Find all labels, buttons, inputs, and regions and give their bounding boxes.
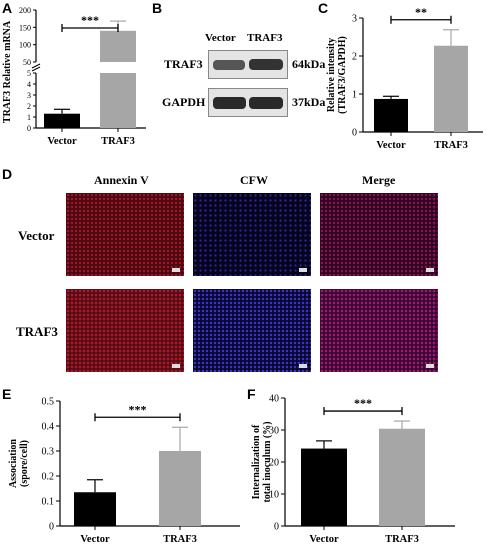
- panel-letter-f: F: [247, 386, 256, 402]
- panel-letter-d: D: [2, 166, 13, 182]
- chart-c-intensity: 0 1 2 3 Vector TRAF3 ** Relative intensity (TRAF…: [326, 5, 483, 151]
- y-tick-label: 0.2: [42, 472, 55, 483]
- scale-bar: [172, 364, 180, 368]
- significance-label: ***: [81, 13, 99, 27]
- x-tick-label: Vector: [376, 140, 406, 151]
- y-tick-label: 5: [27, 69, 31, 78]
- y-tick-label: 0: [27, 124, 31, 133]
- y-tick-label: 3: [352, 14, 357, 25]
- microscopy-header-annexin: Annexin V: [94, 173, 149, 187]
- y-tick-label: 2: [27, 102, 31, 111]
- axis-break-mark: [31, 63, 41, 69]
- y-tick-label: 0: [352, 128, 357, 139]
- y-tick-label: 200: [19, 6, 31, 15]
- y-tick-label: 30: [269, 426, 279, 437]
- x-tick-label: TRAF3: [163, 534, 197, 545]
- bar-vector: [374, 98, 408, 132]
- bar-vector: [301, 448, 347, 526]
- y-tick-label: 0.4: [42, 422, 55, 433]
- y-tick-label: 1: [352, 90, 357, 101]
- x-tick-label: TRAF3: [101, 136, 135, 147]
- y-tick-label: 50: [23, 58, 31, 67]
- y-axis-label: (TRAF3/GAPDH): [337, 36, 348, 114]
- x-tick-label: TRAF3: [385, 534, 419, 545]
- micro-vector-merge: [320, 193, 438, 276]
- y-tick-label: 0.3: [42, 447, 55, 458]
- wb-band-gapdh-vector: [213, 97, 246, 109]
- bar-traf3-lower: [100, 73, 136, 128]
- scale-bar: [426, 364, 434, 368]
- bar-vector: [74, 492, 116, 526]
- wb-band-gapdh-traf3: [249, 97, 283, 109]
- y-axis-label: Association: [8, 439, 19, 488]
- y-tick-label: 150: [19, 23, 31, 32]
- wb-row-traf3-label: TRAF3: [164, 57, 203, 71]
- wb-row-gapdh-label: GAPDH: [162, 95, 206, 109]
- micro-vector-annexin: [66, 193, 184, 276]
- scale-bar: [299, 364, 307, 368]
- microscopy-header-cfw: CFW: [240, 173, 268, 187]
- scale-bar: [299, 268, 307, 272]
- bar-traf3: [379, 428, 425, 526]
- y-tick-label: 10: [269, 490, 279, 501]
- y-axis-label: TRAF3 Relative mRNA: [2, 20, 13, 123]
- panel-letter-b: B: [152, 0, 163, 16]
- wb-blot-traf3: [208, 50, 288, 79]
- chart-a-mrna: 0 1 2 3 4 5 50 100 150 200 Vector TRAF3 *** TRAF3 Rel…: [2, 6, 146, 147]
- significance-label: ***: [129, 402, 147, 416]
- y-tick-label: 0: [274, 522, 279, 533]
- significance-label: ***: [354, 396, 372, 410]
- x-tick-label: Vector: [80, 534, 110, 545]
- y-tick-label: 0.5: [42, 397, 55, 408]
- y-tick-label: 100: [19, 41, 31, 50]
- wb-band-traf3-traf3: [249, 59, 283, 70]
- y-axis-label: total inoculum (%): [262, 421, 273, 502]
- significance-label: **: [415, 5, 427, 19]
- micro-traf3-merge: [320, 289, 438, 372]
- microscopy-header-merge: Merge: [362, 173, 396, 187]
- y-tick-label: 4: [27, 80, 31, 89]
- y-tick-label: 20: [269, 458, 279, 469]
- y-tick-label: 0.1: [42, 497, 55, 508]
- y-axis-label: (spore/cell): [19, 440, 30, 487]
- bar-traf3: [434, 45, 468, 132]
- microscopy-row-traf3: TRAF3: [16, 324, 58, 339]
- chart-e-association: 0 0.1 0.2 0.3 0.4 0.5 Vector TRAF3 *** Associatio…: [8, 397, 240, 545]
- chart-f-internalization: 0 10 20 30 40 Vector TRAF3 *** Internalization o…: [251, 394, 455, 545]
- wb-blot-gapdh: [208, 88, 288, 117]
- y-tick-label: 1: [27, 113, 31, 122]
- microscopy-row-vector: Vector: [18, 228, 55, 243]
- micro-vector-cfw: [193, 193, 311, 276]
- micro-traf3-cfw: [193, 289, 311, 372]
- wb-col-traf3: TRAF3: [247, 32, 283, 44]
- scale-bar: [426, 268, 434, 272]
- panel-letter-a: A: [2, 0, 13, 16]
- wb-row-gapdh-kda: 37kDa: [292, 95, 326, 109]
- x-tick-label: Vector: [47, 136, 77, 147]
- y-axis-label: Internalization of: [251, 424, 262, 499]
- y-tick-label: 3: [27, 91, 31, 100]
- wb-band-traf3-vector: [213, 60, 245, 70]
- wb-row-traf3-kda: 64kDa: [292, 57, 326, 71]
- y-tick-label: 40: [269, 394, 279, 405]
- panel-letter-c: C: [318, 0, 329, 16]
- y-axis-label: Relative intensity: [326, 38, 337, 112]
- y-tick-label: 0: [49, 522, 54, 533]
- scale-bar: [172, 268, 180, 272]
- panel-letter-e: E: [2, 386, 12, 402]
- x-tick-label: TRAF3: [434, 140, 468, 151]
- microscopy-panel: Annexin V CFW Merge Vector TRAF3: [0, 166, 500, 381]
- wb-col-vector: Vector: [205, 32, 236, 44]
- bar-vector: [44, 113, 80, 128]
- western-blot-panel: Vector TRAF3 TRAF3 64kDa GAPDH 37kDa: [150, 0, 325, 165]
- bar-traf3: [159, 451, 201, 526]
- axis-break-mark: [31, 66, 41, 72]
- x-tick-label: Vector: [309, 534, 339, 545]
- bar-traf3-upper: [100, 30, 136, 62]
- y-tick-label: 2: [352, 52, 357, 63]
- micro-traf3-annexin: [66, 289, 184, 372]
